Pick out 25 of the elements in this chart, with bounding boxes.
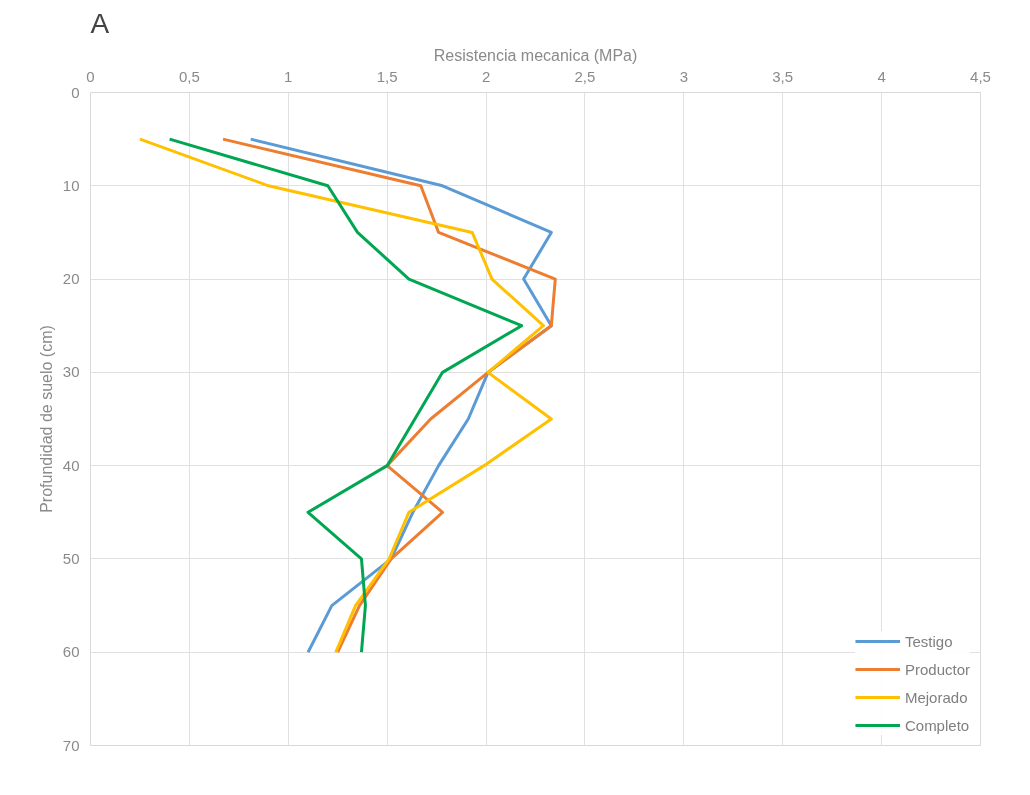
x-tick-label: 1 bbox=[284, 67, 293, 85]
x-tick-label: 1,5 bbox=[376, 67, 398, 85]
x-tick-label: 2,5 bbox=[574, 67, 596, 85]
legend-label: Mejorado bbox=[904, 688, 968, 706]
y-tick-label: 50 bbox=[62, 549, 80, 567]
y-tick-label: 30 bbox=[62, 363, 80, 381]
chart-title: A bbox=[90, 7, 110, 39]
x-axis-title: Resistencia mecanica (MPa) bbox=[433, 46, 638, 64]
y-tick-label: 40 bbox=[62, 456, 80, 474]
y-tick-label: 70 bbox=[62, 736, 80, 754]
y-tick-label: 0 bbox=[71, 83, 80, 101]
y-tick-label: 60 bbox=[62, 643, 80, 661]
x-tick-label: 2 bbox=[481, 67, 491, 85]
y-tick-label: 10 bbox=[62, 176, 80, 194]
x-tick-label: 3,5 bbox=[772, 67, 794, 85]
x-tick-label: 0,5 bbox=[178, 67, 200, 85]
y-axis-title: Profundidad de suelo (cm) bbox=[37, 325, 55, 513]
x-tick-label: 0 bbox=[86, 67, 95, 85]
y-tick-label: 20 bbox=[62, 270, 80, 288]
x-tick-label: 4 bbox=[877, 67, 886, 85]
legend-label: Completo bbox=[904, 716, 970, 734]
x-tick-label: 3 bbox=[679, 67, 689, 85]
x-tick-label: 4,5 bbox=[970, 67, 991, 85]
legend-label: Testigo bbox=[904, 632, 953, 650]
legend-label: Productor bbox=[904, 660, 970, 678]
